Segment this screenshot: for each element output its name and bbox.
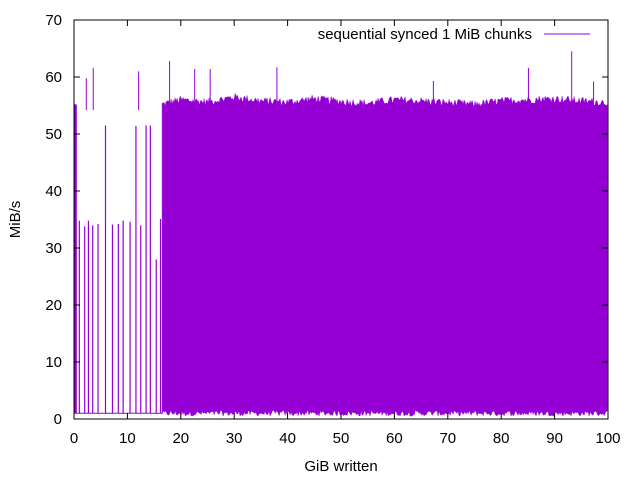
y-tick-label: 10 — [45, 354, 62, 371]
y-tick-label: 0 — [54, 411, 62, 428]
x-axis: 0 10 20 30 40 50 60 70 80 90 100 — [70, 20, 621, 447]
x-tick-label: 10 — [119, 430, 136, 447]
y-tick-label: 30 — [45, 240, 62, 257]
x-tick-label: 80 — [493, 430, 510, 447]
legend-label: sequential synced 1 MiB chunks — [318, 26, 532, 43]
x-tick-label: 30 — [226, 430, 243, 447]
x-tick-label: 0 — [70, 430, 78, 447]
x-tick-label: 90 — [546, 430, 563, 447]
series-dense-band — [161, 93, 608, 418]
y-tick-label: 70 — [45, 12, 62, 29]
x-tick-label: 20 — [172, 430, 189, 447]
y-tick-label: 60 — [45, 69, 62, 86]
x-tick-label: 50 — [333, 430, 350, 447]
y-axis: 0 10 20 30 40 50 60 70 — [45, 12, 608, 428]
y-tick-label: 50 — [45, 126, 62, 143]
x-tick-label: 60 — [386, 430, 403, 447]
series-start-strip — [74, 104, 77, 414]
x-tick-label: 70 — [439, 430, 456, 447]
y-axis-label: MiB/s — [7, 201, 24, 239]
y-tick-label: 40 — [45, 183, 62, 200]
plot-area — [74, 51, 608, 418]
x-tick-label: 40 — [279, 430, 296, 447]
x-tick-label: 100 — [595, 430, 620, 447]
x-axis-label: GiB written — [304, 458, 377, 475]
y-tick-label: 20 — [45, 297, 62, 314]
legend: sequential synced 1 MiB chunks — [318, 26, 590, 43]
